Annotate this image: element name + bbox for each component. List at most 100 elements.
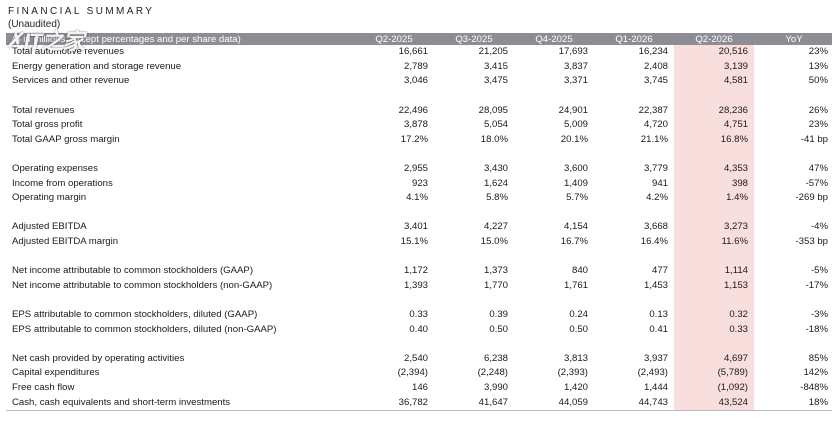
- row-value: -4%: [810, 221, 828, 233]
- row-value: 0.32: [674, 307, 754, 323]
- row-value: 20.1%: [560, 133, 588, 145]
- row-value: 20,516: [674, 45, 754, 60]
- row-value: 3,046: [403, 75, 428, 87]
- row-value: 50%: [808, 75, 828, 87]
- page-title: FINANCIAL SUMMARY: [8, 6, 155, 17]
- row-value: 11.6%: [674, 234, 754, 250]
- row-value: 146: [411, 381, 428, 393]
- row-value: 840: [571, 265, 588, 277]
- row-label: Net cash provided by operating activitie…: [12, 352, 185, 364]
- row-value: 2,789: [403, 60, 428, 72]
- row-value: 3,990: [483, 381, 508, 393]
- row-value: 3,745: [643, 75, 668, 87]
- spacer-row: [6, 147, 832, 162]
- spacer-row: [6, 293, 832, 308]
- row-value: 43,524: [674, 395, 754, 411]
- row-value: 36,782: [354, 395, 434, 411]
- row-label: Income from operations: [12, 177, 113, 189]
- row-value: 16,234: [638, 46, 668, 58]
- row-value: 47%: [808, 163, 828, 175]
- row-value: (2,394): [397, 367, 428, 379]
- table-row: EPS attributable to common stockholders,…: [6, 322, 832, 337]
- row-value: 3,600: [563, 163, 588, 175]
- table-row: Services and other revenue 3,046 3,475 3,37…: [6, 74, 832, 89]
- row-value: 18%: [754, 395, 832, 411]
- row-value: (2,393): [557, 367, 588, 379]
- row-value: 16.7%: [560, 236, 588, 248]
- table-row: Adjusted EBITDA margin 15.1% 15.0% 16.7% 16.…: [6, 234, 832, 250]
- row-value: 85%: [808, 352, 828, 364]
- row-value: 1,373: [483, 265, 508, 277]
- row-value: 0.50: [569, 323, 588, 335]
- row-value: 923: [411, 177, 428, 189]
- row-value: 0.13: [649, 308, 668, 320]
- row-value: 3,779: [643, 163, 668, 175]
- row-value: 26%: [808, 104, 828, 116]
- row-value: 1,153: [674, 278, 754, 294]
- row-value: (2,493): [637, 367, 668, 379]
- row-value: 3,273: [674, 220, 754, 235]
- row-value: 398: [674, 176, 754, 191]
- row-label: Operating expenses: [12, 163, 98, 175]
- row-value: 15.0%: [480, 236, 508, 248]
- row-value: (5,789): [674, 366, 754, 381]
- row-value: 5.7%: [566, 192, 588, 204]
- row-value: 44,743: [594, 395, 674, 411]
- header-period-cell: Q2-2026: [674, 33, 754, 45]
- row-value: (2,248): [477, 367, 508, 379]
- header-period-cell: Q1-2026: [594, 33, 674, 45]
- row-value: 2,408: [643, 60, 668, 72]
- row-value: (1,092): [674, 380, 754, 396]
- row-label: Net income attributable to common stockh…: [12, 279, 273, 291]
- financial-summary-table: ($ in millions, except percentages and p…: [6, 33, 832, 411]
- table-row: Income from operations 923 1,624 1,409 941 39…: [6, 176, 832, 191]
- row-label: Free cash flow: [12, 381, 75, 393]
- row-value: 3,668: [643, 221, 668, 233]
- row-value: 4,353: [674, 161, 754, 177]
- row-value: 24,901: [558, 104, 588, 116]
- row-value: 0.33: [409, 308, 428, 320]
- header-period-cell: Q4-2025: [514, 33, 594, 45]
- row-value: 3,878: [403, 119, 428, 131]
- row-label: EPS attributable to common stockholders,…: [12, 308, 258, 320]
- row-value: 21.1%: [640, 133, 668, 145]
- row-label: Services and other revenue: [12, 75, 130, 87]
- row-value: 3,139: [674, 59, 754, 75]
- row-label: Adjusted EBITDA: [12, 221, 87, 233]
- table-header-row: ($ in millions, except percentages and p…: [6, 33, 832, 45]
- header-label-cell: ($ in millions, except percentages and p…: [6, 33, 354, 45]
- row-value: -353 bp: [795, 236, 828, 248]
- row-value: 21,205: [478, 46, 508, 58]
- row-value: 1,420: [563, 381, 588, 393]
- header-period-cell: Q2-2025: [354, 33, 434, 45]
- row-value: 3,415: [483, 60, 508, 72]
- row-label: Cash, cash equivalents and short-term in…: [6, 395, 354, 411]
- row-label: Net income attributable to common stockh…: [12, 265, 254, 277]
- row-value: 941: [651, 177, 668, 189]
- row-value: 41,647: [434, 395, 514, 411]
- row-label: EPS attributable to common stockholders,…: [12, 323, 277, 335]
- row-value: -17%: [805, 279, 828, 291]
- row-value: 1,393: [403, 279, 428, 291]
- header-period-cell: Q3-2025: [434, 33, 514, 45]
- table-row: Adjusted EBITDA 3,401 4,227 4,154 3,668 3,273…: [6, 220, 832, 235]
- row-value: 1.4%: [674, 190, 754, 206]
- row-value: 5,009: [563, 119, 588, 131]
- row-value: 3,937: [643, 352, 668, 364]
- table-row: Operating margin 4.1% 5.8% 5.7% 4.2% 1.4% -269…: [6, 190, 832, 206]
- row-value: 5,054: [483, 119, 508, 131]
- row-value: 1,172: [403, 265, 428, 277]
- row-value: 4,581: [674, 74, 754, 89]
- row-label: Adjusted EBITDA margin: [12, 236, 119, 248]
- table-row: Net income attributable to common stockh…: [6, 278, 832, 294]
- row-value: 28,236: [674, 103, 754, 118]
- row-value: 16,661: [398, 46, 428, 58]
- row-value: 0.50: [489, 323, 508, 335]
- row-value: -41 bp: [800, 133, 828, 145]
- row-value: 0.40: [409, 323, 428, 335]
- row-value: 3,371: [563, 75, 588, 87]
- spacer-row: [6, 249, 832, 264]
- row-value: -3%: [810, 308, 828, 320]
- row-value: 1,770: [483, 279, 508, 291]
- row-value: 17.2%: [400, 133, 428, 145]
